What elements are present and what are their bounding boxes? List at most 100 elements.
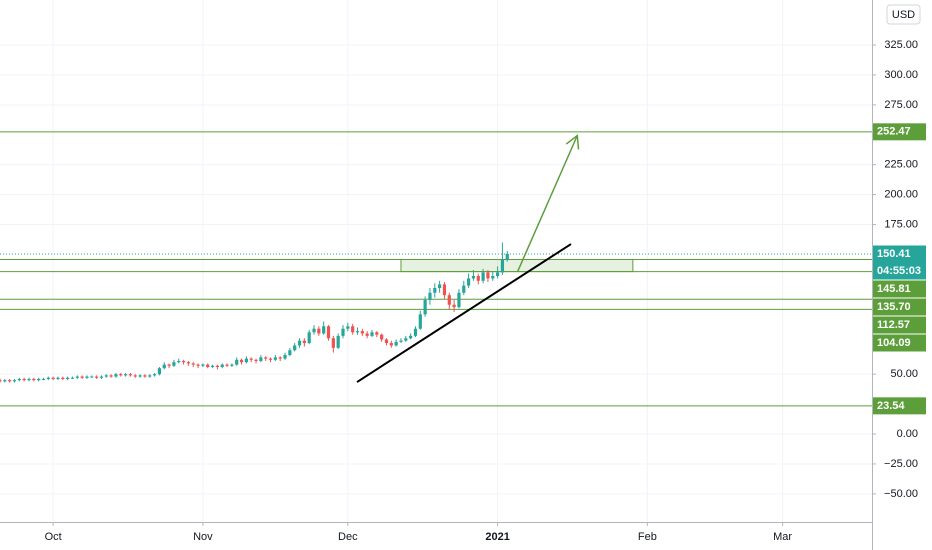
- candle-body: [471, 276, 476, 279]
- candle-body: [109, 375, 113, 377]
- candle-body: [75, 376, 79, 378]
- price-label: 135.70: [877, 301, 911, 313]
- candle-body: [336, 335, 340, 348]
- x-tick-label: Dec: [338, 531, 358, 543]
- x-tick-label: Nov: [193, 531, 213, 543]
- candle-body: [119, 374, 123, 376]
- candle-body: [8, 380, 12, 382]
- x-tick-label: Mar: [773, 531, 792, 543]
- candle-body: [220, 364, 224, 367]
- candle-body: [70, 377, 75, 379]
- price-label: 112.57: [877, 319, 910, 331]
- candle-body: [138, 375, 142, 377]
- candle-body: [331, 338, 335, 348]
- candle-body: [297, 340, 302, 346]
- candle-body: [283, 355, 287, 359]
- price-label-box: [873, 298, 926, 316]
- arrow-head: [565, 134, 580, 150]
- candle-body: [143, 375, 147, 377]
- currency-button[interactable]: [886, 4, 921, 25]
- candle-body: [346, 326, 350, 329]
- candle-body: [500, 259, 505, 273]
- candle-body: [22, 378, 26, 381]
- candle-body: [268, 358, 273, 360]
- candle-body: [114, 374, 118, 377]
- y-tick-label: 200.00: [884, 189, 918, 201]
- y-tick-label: −25.00: [884, 458, 918, 470]
- candle-body: [80, 376, 84, 378]
- candle-body: [225, 364, 229, 366]
- candle-body: [235, 359, 239, 365]
- candle-body: [341, 328, 345, 336]
- candle-body: [495, 272, 500, 277]
- price-label-box: [873, 280, 926, 298]
- candle-body: [428, 292, 432, 300]
- candle-body: [254, 359, 258, 362]
- candle-body: [462, 285, 466, 293]
- zone: [400, 258, 634, 273]
- price-label: 104.09: [877, 337, 911, 349]
- candle-body: [452, 304, 456, 308]
- candle-body: [370, 332, 374, 336]
- candle-body: [206, 364, 210, 367]
- y-tick-label: 175.00: [884, 218, 918, 230]
- candle-body: [181, 361, 186, 363]
- candle-body: [17, 378, 21, 381]
- candle-body: [0, 380, 2, 382]
- candle-body: [239, 359, 244, 363]
- candle-body: [322, 326, 326, 334]
- candle-body: [157, 368, 162, 375]
- candle-body: [27, 378, 31, 381]
- price-label-box: [873, 123, 926, 141]
- candle-body: [404, 338, 408, 341]
- candle-body: [41, 378, 46, 380]
- candle-body: [66, 377, 70, 379]
- candle-body: [244, 358, 248, 363]
- candle-body: [413, 328, 418, 336]
- candle-body: [438, 284, 442, 288]
- y-tick-label: 0.00: [897, 428, 918, 440]
- candle-body: [317, 328, 321, 334]
- candle-body: [191, 363, 195, 365]
- price-label-box: [873, 316, 926, 334]
- candle-body: [201, 364, 205, 366]
- candle-body: [32, 378, 36, 381]
- x-tick-label: Feb: [638, 531, 657, 543]
- candle-body: [409, 335, 413, 339]
- candle-body: [61, 377, 65, 379]
- candle-body: [264, 357, 268, 359]
- y-tick-label: 50.00: [890, 368, 918, 380]
- candle-body: [384, 339, 389, 344]
- candle-body: [259, 357, 263, 362]
- trend-line: [356, 243, 572, 383]
- arrow-line: [516, 135, 578, 273]
- candle-body: [278, 357, 282, 359]
- candle-body: [442, 284, 447, 296]
- candle-body: [56, 377, 60, 379]
- candle-body: [288, 350, 292, 356]
- candle-body: [210, 365, 215, 367]
- candle-body: [351, 326, 355, 333]
- candle-body: [167, 364, 171, 366]
- plot-area: [0, 131, 872, 407]
- price-label: 252.47: [877, 126, 911, 138]
- candle-body: [399, 340, 403, 342]
- candle-body: [99, 376, 104, 378]
- candle-body: [85, 376, 89, 378]
- candle-body: [3, 380, 7, 382]
- candle-body: [293, 345, 297, 351]
- candle-body: [133, 375, 137, 377]
- candle-body: [326, 326, 331, 339]
- y-tick-label: 275.00: [884, 99, 918, 111]
- candle-body: [418, 314, 422, 329]
- candle-body: [365, 333, 369, 336]
- candle-body: [12, 380, 17, 382]
- currency[interactable]: USD: [892, 9, 915, 21]
- candle-body: [505, 253, 509, 260]
- y-tick-label: 325.00: [884, 39, 918, 51]
- y-tick-label: 225.00: [884, 159, 918, 171]
- candle-body: [307, 332, 311, 344]
- candle-body: [375, 332, 379, 335]
- candle-body: [46, 377, 50, 379]
